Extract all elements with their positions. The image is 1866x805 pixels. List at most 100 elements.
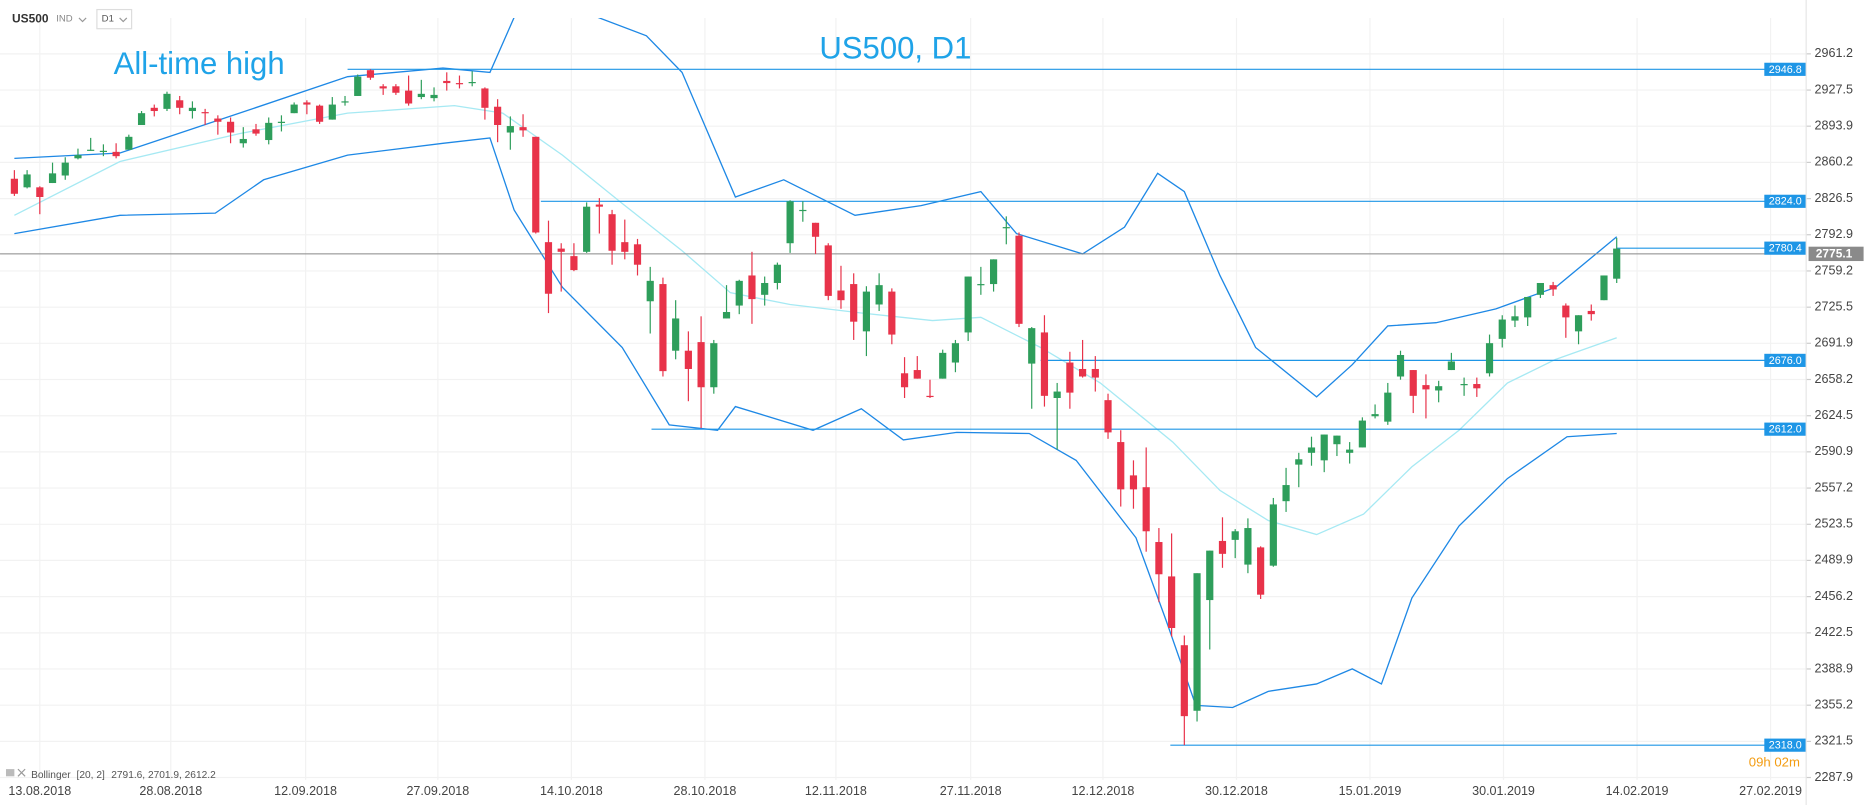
market-caret[interactable]	[78, 17, 87, 23]
candle-body	[455, 83, 464, 85]
candle-body	[328, 104, 336, 120]
y-tick-label: 2355.2	[1815, 697, 1853, 711]
market[interactable]: IND	[56, 14, 73, 25]
legend-icon[interactable]	[5, 769, 15, 777]
candle-body	[1333, 435, 1341, 445]
timeframe-caret[interactable]	[119, 17, 128, 23]
candle-body	[430, 94, 438, 99]
candle-body	[557, 248, 565, 252]
candle-body	[1460, 384, 1468, 386]
candle-body	[112, 151, 120, 157]
candle-body	[188, 107, 197, 112]
y-tick-label: 2456.2	[1815, 589, 1853, 603]
x-tick-label: 14.02.2019	[1606, 784, 1669, 798]
candle-body	[875, 285, 883, 305]
candle-body	[710, 343, 718, 388]
candle-body	[761, 282, 769, 295]
candle-body	[1282, 485, 1290, 502]
level-tag-label: 2946.8	[1769, 64, 1802, 76]
y-tick-label: 2422.5	[1815, 625, 1853, 639]
candle-body	[1422, 385, 1430, 390]
candle-body	[519, 127, 527, 131]
candle-body	[595, 204, 603, 207]
candle-body	[341, 101, 349, 103]
x-tick-label: 28.10.2018	[674, 784, 737, 798]
x-tick-label: 12.12.2018	[1072, 784, 1135, 798]
candle-body	[1129, 475, 1138, 490]
candle-body	[1562, 305, 1570, 318]
level-tag	[1764, 353, 1807, 367]
candle-body	[481, 88, 489, 108]
x-tick-label: 27.09.2018	[406, 784, 469, 798]
candle-body	[926, 395, 934, 398]
candle-body	[850, 284, 858, 322]
candle-body	[1206, 550, 1214, 601]
candle-body	[1524, 296, 1532, 318]
candle-body	[964, 276, 972, 333]
candle-body	[1066, 362, 1074, 393]
candle-body	[1295, 459, 1303, 465]
candle-body	[10, 178, 18, 194]
y-tick-label: 2523.5	[1815, 517, 1853, 531]
y-tick-label: 2725.5	[1815, 299, 1853, 313]
level-tag	[1764, 738, 1807, 752]
grid	[0, 17, 1807, 780]
candle-body	[735, 280, 743, 306]
candle-body	[252, 129, 260, 134]
candle-body	[811, 222, 820, 237]
y-tick-label: 2557.2	[1815, 480, 1853, 494]
candle-body	[1257, 547, 1265, 595]
x-tick-label: 28.08.2018	[139, 784, 202, 798]
candle-body	[1384, 392, 1392, 422]
symbol[interactable]: US500	[12, 11, 49, 25]
y-tick-label: 2826.5	[1815, 191, 1853, 205]
band-line	[14, 104, 1617, 536]
candle-body	[1142, 487, 1150, 532]
x-tick-label: 13.08.2018	[8, 784, 71, 798]
candle-body	[621, 242, 629, 252]
timeframe-box[interactable]	[96, 8, 133, 30]
candle-body	[1574, 315, 1583, 332]
level-tag	[1764, 422, 1807, 436]
candle-body	[977, 284, 985, 286]
level-tag-label: 2824.0	[1769, 196, 1802, 208]
bollinger-bands	[14, 17, 1618, 709]
candle-body	[862, 291, 870, 332]
candle-body	[1307, 447, 1316, 453]
y-tick-label: 2691.9	[1815, 336, 1853, 350]
candles	[10, 69, 1621, 746]
level-tag	[1764, 241, 1807, 255]
level-tag-label: 2318.0	[1769, 740, 1802, 752]
candle-body	[214, 118, 222, 122]
candle-body	[1218, 540, 1227, 554]
candle-body	[1473, 384, 1481, 389]
candle-body	[87, 149, 95, 151]
timeframe[interactable]: D1	[102, 14, 114, 25]
candle-body	[1079, 368, 1087, 377]
candle-body	[659, 284, 667, 372]
level-tag-label: 2676.0	[1769, 355, 1802, 367]
legend-close[interactable]	[17, 768, 26, 777]
candle-body	[201, 112, 209, 114]
candle-body	[468, 82, 476, 84]
labels: 2961.2 2927.5 2893.9 2860.2 2826.5 2792.9 2759…	[8, 46, 1864, 798]
candle-body	[137, 113, 146, 125]
candle-body	[1040, 332, 1049, 396]
candle-body	[786, 201, 794, 244]
candle-body	[379, 86, 387, 89]
candle-body	[303, 102, 311, 105]
candle-body	[773, 264, 781, 283]
y-tick-label: 2388.9	[1815, 661, 1853, 675]
candle-body	[1587, 310, 1595, 315]
y-tick-label: 2489.9	[1815, 553, 1853, 567]
candle-body	[226, 121, 235, 133]
candle-body	[36, 187, 44, 198]
candle-body	[239, 138, 247, 144]
candle-body	[1231, 531, 1239, 540]
level-tag	[1764, 62, 1807, 76]
candle-body	[989, 259, 998, 285]
candle-body	[150, 107, 158, 112]
candle-body	[1498, 319, 1506, 339]
candle-body	[1168, 576, 1176, 629]
